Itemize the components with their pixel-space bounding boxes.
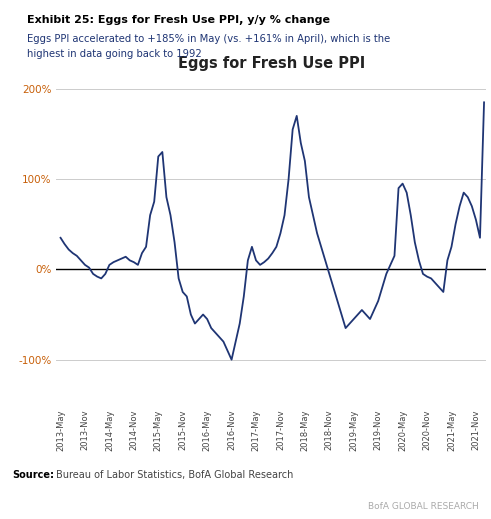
Text: highest in data going back to 1992: highest in data going back to 1992 — [27, 49, 202, 59]
Title: Eggs for Fresh Use PPI: Eggs for Fresh Use PPI — [178, 56, 365, 71]
Text: Eggs PPI accelerated to +185% in May (vs. +161% in April), which is the: Eggs PPI accelerated to +185% in May (vs… — [27, 34, 390, 44]
Text: Bureau of Labor Statistics, BofA Global Research: Bureau of Labor Statistics, BofA Global … — [56, 470, 294, 480]
Text: Exhibit 25: Eggs for Fresh Use PPI, y/y % change: Exhibit 25: Eggs for Fresh Use PPI, y/y … — [27, 15, 330, 24]
Text: Source:: Source: — [12, 470, 55, 480]
Text: BofA GLOBAL RESEARCH: BofA GLOBAL RESEARCH — [368, 502, 479, 511]
